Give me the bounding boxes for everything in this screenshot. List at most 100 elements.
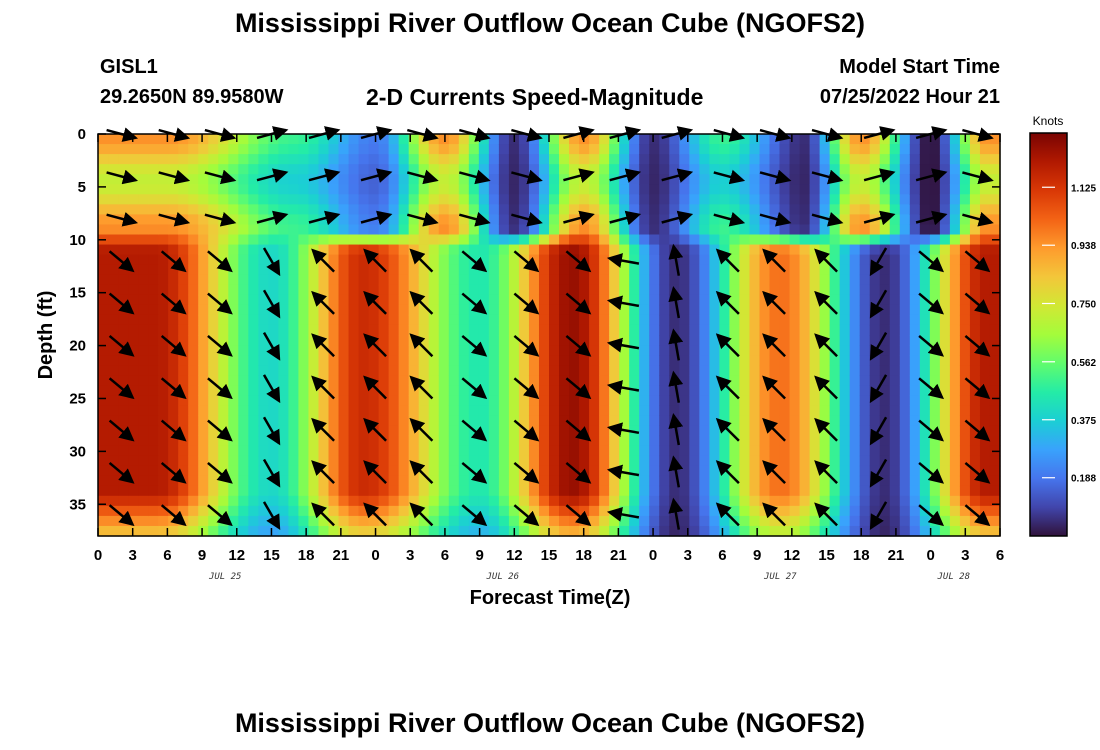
heatmap-cell bbox=[869, 244, 881, 256]
heatmap-cell bbox=[508, 194, 520, 205]
heatmap-cell bbox=[458, 475, 470, 487]
heatmap-cell bbox=[679, 184, 690, 195]
heatmap-cell bbox=[328, 485, 340, 497]
heatmap-cell bbox=[769, 365, 781, 376]
heatmap-cell bbox=[719, 184, 730, 195]
heatmap-cell bbox=[699, 234, 710, 246]
heatmap-cell bbox=[388, 294, 400, 306]
heatmap-cell bbox=[358, 224, 370, 236]
heatmap-cell bbox=[278, 395, 290, 406]
heatmap-cell bbox=[198, 395, 209, 406]
heatmap-cell bbox=[458, 365, 470, 376]
heatmap-cell bbox=[338, 465, 350, 477]
heatmap-cell bbox=[298, 224, 310, 236]
heatmap-cell bbox=[989, 375, 1001, 386]
heatmap-cell bbox=[98, 465, 109, 477]
heatmap-cell bbox=[749, 365, 761, 376]
heatmap-cell bbox=[569, 304, 580, 316]
heatmap-cell bbox=[959, 435, 971, 447]
heatmap-cell bbox=[979, 204, 991, 215]
heatmap-cell bbox=[679, 324, 690, 336]
heatmap-cell bbox=[749, 405, 761, 416]
heatmap-cell bbox=[158, 254, 169, 266]
heatmap-cell bbox=[478, 485, 490, 497]
heatmap-cell bbox=[388, 134, 400, 145]
heatmap-cell bbox=[909, 254, 921, 266]
heatmap-cell bbox=[949, 314, 961, 326]
heatmap-cell bbox=[208, 525, 219, 537]
heatmap-cell bbox=[328, 144, 340, 155]
heatmap-cell bbox=[168, 335, 179, 346]
heatmap-cell bbox=[438, 264, 450, 276]
heatmap-cell bbox=[749, 214, 761, 226]
heatmap-cell bbox=[859, 134, 871, 145]
heatmap-cell bbox=[398, 485, 410, 497]
heatmap-cell bbox=[749, 294, 761, 306]
heatmap-cell bbox=[348, 445, 360, 457]
heatmap-cell bbox=[178, 355, 189, 366]
heatmap-cell bbox=[378, 134, 390, 145]
heatmap-cell bbox=[729, 274, 741, 286]
colorbar-tick-label: 0.938 bbox=[1071, 241, 1096, 252]
heatmap-cell bbox=[448, 335, 460, 346]
heatmap-cell bbox=[158, 274, 169, 286]
current-vector-arrow bbox=[609, 210, 642, 226]
heatmap-cell bbox=[448, 294, 460, 306]
heatmap-cell bbox=[258, 144, 269, 155]
heatmap-cell bbox=[769, 244, 781, 256]
heatmap-cell bbox=[709, 425, 720, 437]
heatmap-cell bbox=[488, 204, 500, 215]
heatmap-cell bbox=[799, 365, 811, 376]
heatmap-cell bbox=[258, 154, 269, 165]
heatmap-cell bbox=[729, 294, 741, 306]
heatmap-cell bbox=[719, 445, 730, 457]
heatmap-cell bbox=[739, 274, 751, 286]
heatmap-cell bbox=[218, 164, 229, 175]
heatmap-cell bbox=[338, 244, 350, 256]
heatmap-cell bbox=[428, 244, 440, 256]
current-vector-arrow bbox=[108, 250, 135, 273]
heatmap-cell bbox=[458, 385, 470, 396]
current-vector-arrow bbox=[811, 169, 844, 185]
heatmap-cell bbox=[338, 495, 350, 507]
heatmap-cell bbox=[619, 385, 630, 396]
heatmap-cell bbox=[428, 304, 440, 316]
heatmap-cell bbox=[549, 505, 560, 517]
heatmap-cell bbox=[98, 164, 109, 175]
heatmap-cell bbox=[699, 254, 710, 266]
heatmap-cell bbox=[809, 144, 821, 155]
heatmap-cell bbox=[358, 495, 370, 507]
heatmap-cell bbox=[458, 445, 470, 457]
heatmap-cell bbox=[458, 224, 470, 236]
day-label: JUL 27 bbox=[763, 572, 797, 582]
heatmap-cell bbox=[899, 154, 911, 165]
heatmap-cell bbox=[839, 355, 851, 366]
heatmap-cell bbox=[839, 184, 851, 195]
heatmap-cell bbox=[498, 455, 510, 467]
heatmap-cell bbox=[308, 345, 320, 356]
heatmap-cell bbox=[368, 365, 380, 376]
heatmap-cell bbox=[108, 495, 119, 507]
heatmap-cell bbox=[458, 355, 470, 366]
heatmap-cell bbox=[859, 505, 871, 517]
heatmap-cell bbox=[398, 355, 410, 366]
heatmap-cell bbox=[959, 515, 971, 527]
heatmap-cell bbox=[769, 274, 781, 286]
heatmap-cell bbox=[779, 455, 791, 467]
heatmap-cell bbox=[659, 455, 670, 467]
heatmap-cell bbox=[398, 164, 410, 175]
heatmap-cell bbox=[328, 415, 340, 427]
heatmap-cell bbox=[599, 355, 610, 366]
heatmap-cell bbox=[308, 204, 320, 215]
heatmap-cell bbox=[428, 405, 440, 416]
heatmap-cell bbox=[428, 395, 440, 406]
heatmap-cell bbox=[599, 174, 610, 185]
heatmap-cell bbox=[418, 435, 430, 447]
heatmap-cell bbox=[238, 204, 249, 215]
heatmap-cell bbox=[188, 335, 199, 346]
heatmap-cell bbox=[98, 284, 109, 296]
heatmap-cell bbox=[719, 284, 730, 296]
heatmap-cell bbox=[228, 324, 239, 336]
heatmap-cell bbox=[308, 445, 320, 457]
heatmap-cell bbox=[569, 154, 580, 165]
